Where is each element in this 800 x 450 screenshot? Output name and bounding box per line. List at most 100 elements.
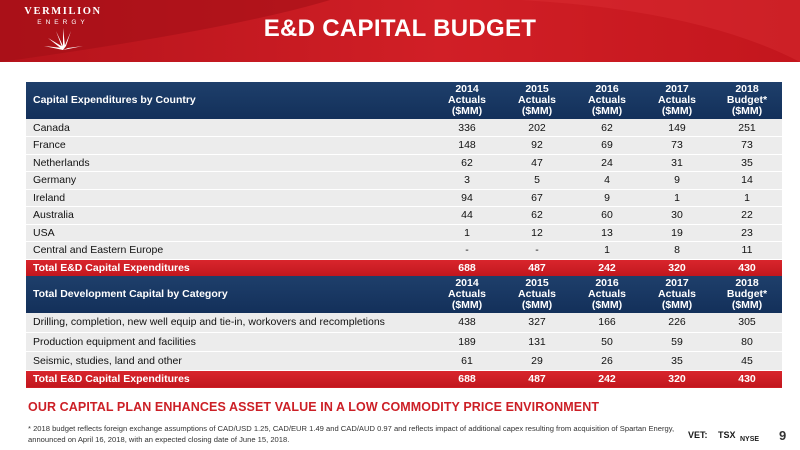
cell-value: 8 [642, 241, 712, 260]
cell-value: 44 [432, 206, 502, 225]
column-header-title: 2014 Actuals [448, 83, 486, 106]
cell-value: 11 [712, 241, 782, 260]
column-header-unit: ($MM) [731, 105, 763, 117]
column-header-unit: ($MM) [521, 299, 553, 311]
cell-value: - [432, 241, 502, 260]
column-header-title: 2018 Budget* [726, 83, 768, 106]
cell-value: - [502, 241, 572, 260]
column-header-unit: ($MM) [731, 299, 763, 311]
column-header-2017: 2017 Actuals ($MM) [642, 82, 712, 119]
ticker-tsx: TSX [718, 430, 736, 440]
total-row: Total E&D Capital Expenditures 688 487 2… [26, 370, 782, 388]
page-title: E&D CAPITAL BUDGET [263, 15, 537, 42]
cell-value: 5 [502, 171, 572, 190]
table-row: France 148 92 69 73 73 [26, 136, 782, 155]
column-header-title: 2017 Actuals [658, 83, 696, 106]
slide-header: VERMILION ENERGY E&D CAPITAL BUDGET [0, 0, 800, 62]
row-label: USA [26, 224, 432, 242]
row-label: Production equipment and facilities [26, 332, 432, 352]
column-header-2014: 2014 Actuals ($MM) [432, 276, 502, 313]
cell-value: 26 [572, 351, 642, 371]
total-label: Total E&D Capital Expenditures [26, 259, 432, 277]
total-value: 430 [712, 370, 782, 388]
cell-value: 336 [432, 119, 502, 137]
cell-value: 94 [432, 189, 502, 207]
column-header-title: 2016 Actuals [588, 83, 626, 106]
row-label: Germany [26, 171, 432, 190]
cell-value: 1 [642, 189, 712, 207]
column-header-unit: ($MM) [661, 105, 693, 117]
ticker-vet: VET: [688, 430, 708, 440]
table-row: Netherlands 62 47 24 31 35 [26, 154, 782, 172]
cell-value: 251 [712, 119, 782, 137]
cell-value: 149 [642, 119, 712, 137]
page-number: 9 [779, 428, 787, 443]
cell-value: 31 [642, 154, 712, 172]
column-header-2015: 2015 Actuals ($MM) [502, 276, 572, 313]
cell-value: 62 [432, 154, 502, 172]
row-label: Australia [26, 206, 432, 225]
column-header-2016: 2016 Actuals ($MM) [572, 276, 642, 313]
cell-value: 62 [572, 119, 642, 137]
cell-value: 148 [432, 136, 502, 155]
stock-tickers: VET: TSX NYSE [688, 424, 778, 446]
row-label: Netherlands [26, 154, 432, 172]
column-header-2018: 2018 Budget* ($MM) [712, 82, 782, 119]
cell-value: 12 [502, 224, 572, 242]
row-label: France [26, 136, 432, 155]
cell-value: 35 [712, 154, 782, 172]
column-header-2017: 2017 Actuals ($MM) [642, 276, 712, 313]
total-value: 487 [502, 259, 572, 277]
cell-value: 1 [572, 241, 642, 260]
row-label: Central and Eastern Europe [26, 241, 432, 260]
column-header-title: 2015 Actuals [518, 277, 556, 300]
cell-value: 80 [712, 332, 782, 352]
cell-value: 61 [432, 351, 502, 371]
row-label: Canada [26, 119, 432, 137]
cell-value: 30 [642, 206, 712, 225]
total-value: 242 [572, 259, 642, 277]
total-value: 688 [432, 259, 502, 277]
table-header-row: Capital Expenditures by Country 2014 Act… [26, 82, 782, 119]
cell-value: 9 [572, 189, 642, 207]
column-header-title: 2018 Budget* [726, 277, 768, 300]
cell-value: 14 [712, 171, 782, 190]
column-header-unit: ($MM) [591, 299, 623, 311]
cell-value: 4 [572, 171, 642, 190]
table-row: Central and Eastern Europe - - 1 8 11 [26, 241, 782, 260]
cell-value: 47 [502, 154, 572, 172]
cell-value: 92 [502, 136, 572, 155]
table-heading: Capital Expenditures by Country [26, 82, 432, 119]
cell-value: 73 [712, 136, 782, 155]
total-value: 242 [572, 370, 642, 388]
column-header-title: 2015 Actuals [518, 83, 556, 106]
table-row: Production equipment and facilities 189 … [26, 332, 782, 352]
column-header-title: 2017 Actuals [658, 277, 696, 300]
cell-value: 131 [502, 332, 572, 352]
table-row: Drilling, completion, new well equip and… [26, 313, 782, 333]
cell-value: 305 [712, 313, 782, 333]
tagline: OUR CAPITAL PLAN ENHANCES ASSET VALUE IN… [28, 400, 600, 414]
row-label: Ireland [26, 189, 432, 207]
cell-value: 29 [502, 351, 572, 371]
cell-value: 1 [432, 224, 502, 242]
ticker-nyse: NYSE [740, 436, 760, 443]
cell-value: 23 [712, 224, 782, 242]
column-header-unit: ($MM) [521, 105, 553, 117]
total-value: 320 [642, 259, 712, 277]
cell-value: 69 [572, 136, 642, 155]
column-header-title: 2014 Actuals [448, 277, 486, 300]
logo-sunburst-icon [44, 28, 83, 50]
column-header-2016: 2016 Actuals ($MM) [572, 82, 642, 119]
total-value: 487 [502, 370, 572, 388]
cell-value: 60 [572, 206, 642, 225]
table-header-row: Total Development Capital by Category 20… [26, 276, 782, 313]
cell-value: 226 [642, 313, 712, 333]
column-header-unit: ($MM) [661, 299, 693, 311]
table-row: Australia 44 62 60 30 22 [26, 206, 782, 225]
cell-value: 3 [432, 171, 502, 190]
column-header-unit: ($MM) [451, 299, 483, 311]
cell-value: 189 [432, 332, 502, 352]
cell-value: 13 [572, 224, 642, 242]
row-label: Seismic, studies, land and other [26, 351, 432, 371]
